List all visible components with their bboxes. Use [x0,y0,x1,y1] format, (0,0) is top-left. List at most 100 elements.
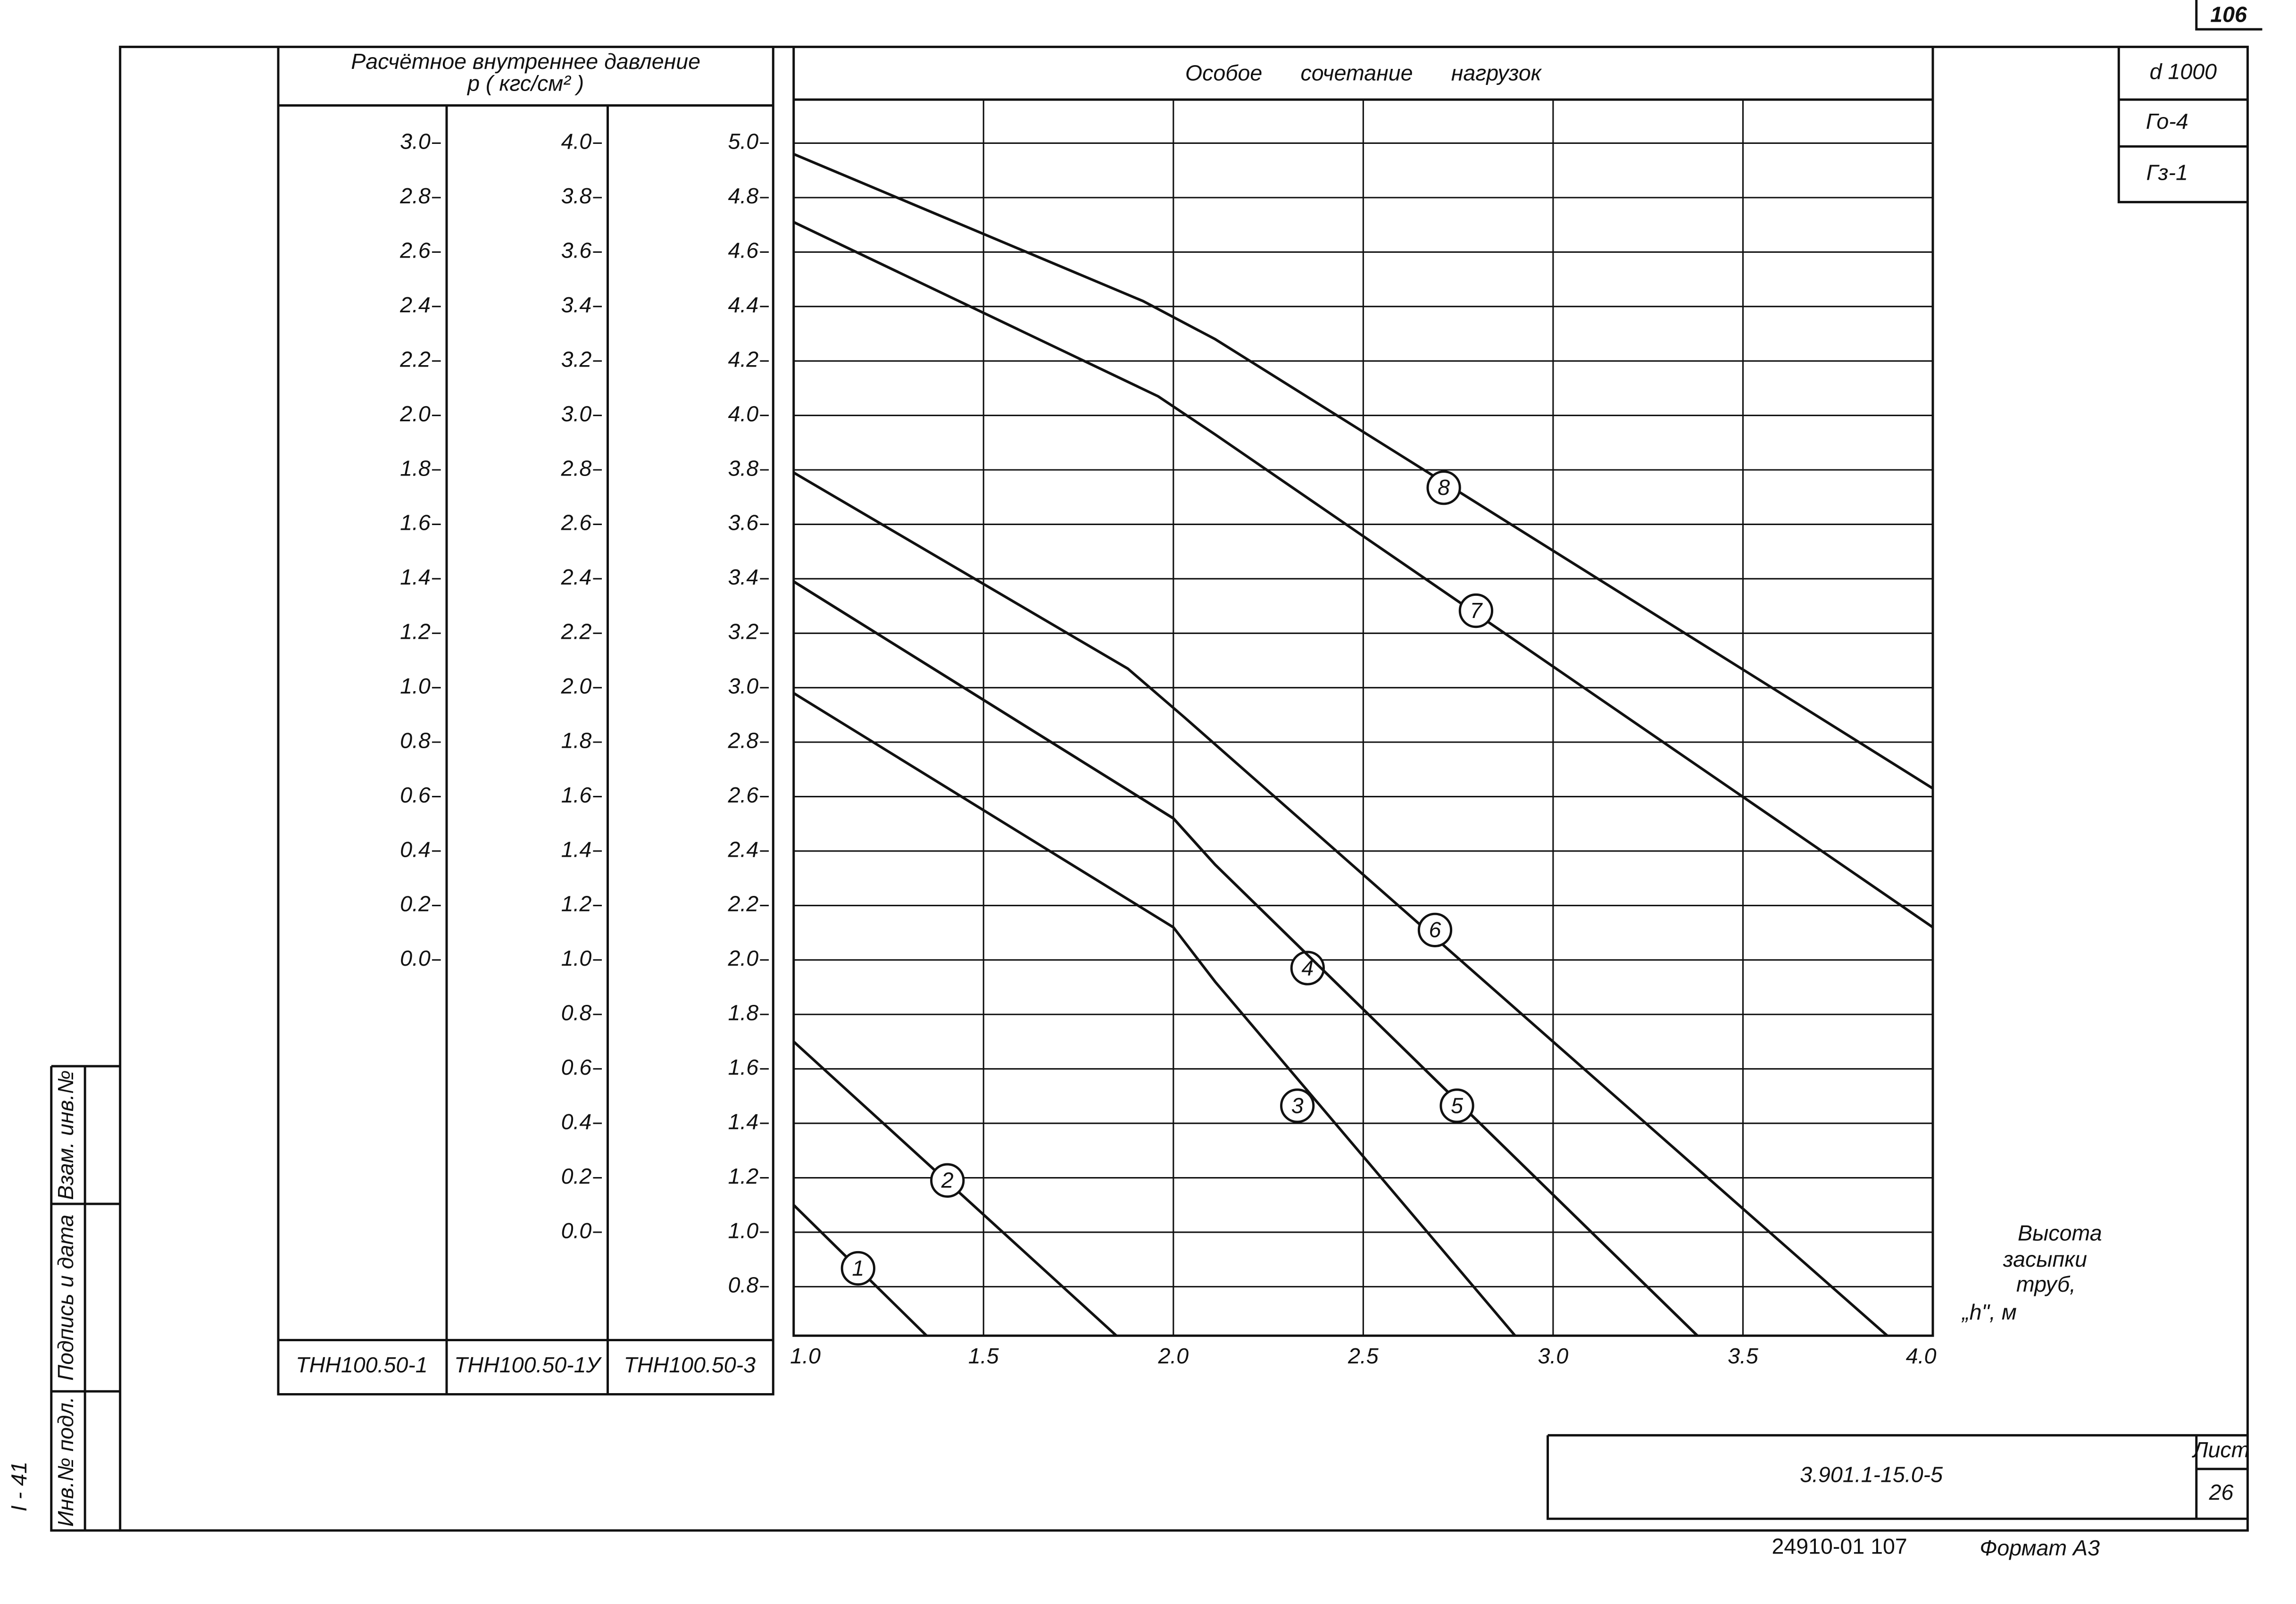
y-tick-label: 2.2 [727,892,758,916]
x-tick-label: 3.0 [1538,1344,1569,1368]
y-tick-label: 3.0 [400,129,431,154]
y-tick-label: 0.8 [728,1273,758,1297]
order-number: 24910-01 107 [1772,1534,1907,1559]
y-tick-label: 4.0 [561,129,592,154]
y-label: Расчётное внутреннее давление [351,49,700,74]
y-tick-label: 2.0 [727,946,758,970]
x-tick-label: 4.0 [1906,1344,1937,1368]
y-tick-label: 2.0 [561,674,592,698]
title-block [1547,1434,2248,1520]
y-tick-label: 0.4 [561,1109,592,1134]
x-label: засыпки [2003,1247,2087,1271]
y-tick-label: 5.0 [728,129,758,154]
y-tick-label: 1.8 [561,728,592,752]
mark: Гз-1 [2146,160,2188,185]
y-tick-label: 3.8 [561,184,592,208]
y-tick-label: 1.6 [400,510,431,535]
y-tick-label: 4.8 [728,184,758,208]
y-tick-label: 3.8 [728,456,758,480]
curve-label: 1 [852,1256,864,1280]
y-tick-label: 1.8 [728,1001,758,1025]
mark: d 1000 [2150,59,2217,84]
y-tick-label: 1.0 [728,1218,758,1243]
y-tick-label: 2.8 [561,456,592,480]
y-tick-label: 4.4 [728,292,758,317]
y-tick-label: 3.6 [728,510,758,535]
y-tick-label: 3.0 [728,674,758,698]
curve-label-circle [840,1251,875,1286]
y-tick-label: 1.2 [400,619,431,644]
y-tick-label: 2.4 [399,292,431,317]
curve-label-circle [1290,951,1325,986]
sheet-label: Лист [2192,1437,2250,1462]
column-label: ТНН100.50-3 [624,1353,756,1377]
y-tick-label: 4.2 [728,347,758,371]
y-tick-label: 1.4 [400,565,431,589]
mark-boxes [2117,47,2248,203]
y-tick-label: 3.4 [561,292,592,317]
side-strip [50,1065,120,1532]
y-tick-label: 3.4 [728,565,758,589]
scale-table [277,47,774,1395]
y-tick-label: 1.6 [728,1055,758,1079]
y-tick-label: 0.2 [561,1164,592,1188]
curve-label-circle [1280,1088,1315,1123]
y-tick-label: 1.2 [561,892,592,916]
y-tick-label: 2.6 [727,783,758,807]
x-label: „h", м [1961,1300,2017,1324]
y-tick-label: 2.0 [399,401,431,426]
x-tick-label: 3.5 [1728,1344,1758,1368]
y-tick-label: 2.8 [399,184,431,208]
curve-label-circle [1417,912,1453,947]
curve-label-circle [1439,1088,1474,1123]
y-tick-label: 0.8 [561,1001,592,1025]
y-tick-label: 1.0 [400,674,431,698]
y-tick-label: 1.4 [728,1109,758,1134]
y-tick-label: 2.2 [561,619,592,644]
curve-label-circle [1426,470,1461,505]
curve-label: 3 [1291,1093,1304,1118]
column-label: ТНН100.50-1У [454,1353,602,1377]
curve-label: 6 [1429,918,1441,942]
frame [119,45,2249,1532]
curve-label: 8 [1438,475,1450,500]
curve [793,692,1516,1337]
x-tick-label: 2.5 [1348,1344,1379,1368]
y-tick-label: 3.2 [728,619,758,644]
y-tick-label: 4.6 [728,238,758,263]
curve-label: 7 [1470,598,1483,623]
y-tick-label: 2.4 [727,837,758,861]
y-tick-label: 0.0 [561,1218,592,1243]
y-tick-label: 4.0 [728,401,758,426]
column-label: ТНН100.50-1 [296,1353,427,1377]
y-tick-label: 2.2 [399,347,431,371]
y-tick-label: 0.2 [400,892,431,916]
y-tick-label: 0.8 [400,728,431,752]
curve-label-circle [930,1163,965,1198]
margin-note: I - 41 [7,1462,31,1512]
curve-label-circle [1458,593,1494,628]
x-tick-label: 1.5 [968,1344,999,1368]
y-tick-label: 3.0 [561,401,592,426]
curve-label: 5 [1451,1093,1463,1118]
y-tick-label: 0.6 [561,1055,592,1079]
side-label: Подпись и дата [53,1214,78,1380]
x-label: Высота [2018,1220,2102,1245]
y-label: p ( кгс/см² ) [466,71,584,95]
sheet-top: 106 [2210,2,2247,26]
y-tick-label: 2.6 [561,510,592,535]
y-tick-label: 2.4 [561,565,592,589]
y-tick-label: 1.8 [400,456,431,480]
x-label: труб, [2016,1272,2076,1296]
y-tick-label: 1.0 [561,946,592,970]
y-tick-label: 2.6 [399,238,431,263]
y-tick-label: 2.8 [727,728,758,752]
y-tick-label: 0.4 [400,837,431,861]
mark: Го-4 [2146,109,2188,134]
curve-label: 2 [941,1168,954,1193]
y-tick-label: 1.2 [728,1164,758,1188]
side-label: Инв.№ подл. [53,1396,78,1527]
curve [793,471,1888,1337]
chart-title: Особое сочетание нагрузок [1185,61,1542,85]
